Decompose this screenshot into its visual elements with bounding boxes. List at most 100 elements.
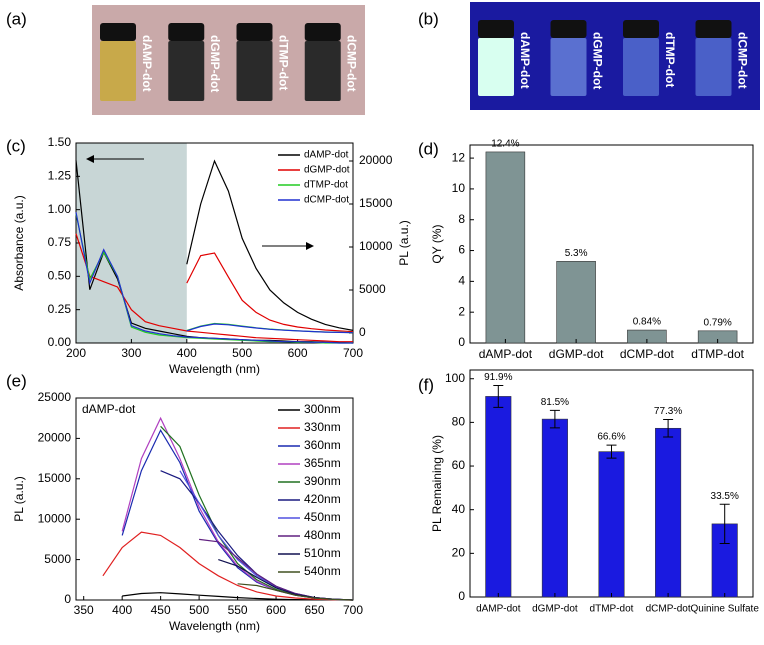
x-tick-label: 500 (232, 346, 252, 360)
vial-label: dGMP-dot (208, 35, 222, 92)
x-tick-label: 450 (151, 603, 171, 617)
vial (100, 41, 136, 101)
annotation: dAMP-dot (82, 402, 136, 416)
x-tick-label: 500 (189, 603, 209, 617)
vial (168, 41, 205, 101)
legend-label: 510nm (304, 546, 341, 560)
vial-cap (550, 20, 587, 38)
legend-label: dGMP-dot (304, 165, 350, 176)
y-tick-label: 0.75 (48, 235, 72, 249)
bar (655, 427, 682, 598)
vial (695, 38, 732, 96)
y-axis-title: PL Remaining (%) (430, 435, 444, 532)
x-axis-title: Wavelength (nm) (169, 619, 260, 633)
y2-axis-title: PL (a.u.) (397, 220, 411, 266)
value-label: 91.9% (484, 372, 512, 383)
y-tick-label: 15000 (38, 471, 72, 485)
y-tick-label: 1.00 (48, 202, 72, 216)
vial-cap (623, 20, 659, 38)
series-line (237, 583, 354, 601)
x-tick-label: dCMP-dot (646, 604, 691, 615)
x-axis-title: Wavelength (nm) (169, 362, 260, 376)
x-tick-label: Quinine Sulfate (691, 604, 760, 615)
x-tick-label: dAMP-dot (476, 604, 521, 615)
value-label: 0.84% (633, 317, 661, 328)
vial-cap (478, 20, 514, 38)
legend-label: dTMP-dot (304, 180, 348, 191)
shaded-region (76, 143, 187, 343)
y-tick-label: 25000 (38, 390, 72, 404)
x-tick-label: dAMP-dot (479, 347, 533, 361)
error-bar (663, 419, 674, 438)
x-tick-label: 700 (343, 346, 363, 360)
vial-cap (304, 23, 341, 41)
y-tick-label: 60 (452, 458, 466, 472)
value-label: 33.5% (711, 491, 739, 502)
vial-label: dAMP-dot (518, 32, 532, 89)
plot-frame (469, 144, 754, 344)
bar (485, 151, 526, 344)
panel-label: (a) (6, 9, 27, 28)
bar (598, 451, 625, 598)
panel-label: (c) (6, 136, 26, 155)
legend-label: 540nm (304, 564, 341, 578)
y-axis-title: PL (a.u.) (12, 476, 26, 522)
vial-cap (168, 23, 205, 41)
y-tick-label: 0.25 (48, 302, 72, 316)
x-tick-label: 300 (121, 346, 141, 360)
vial-label: dAMP-dot (140, 35, 154, 92)
x-tick-label: 600 (266, 603, 286, 617)
x-tick-label: dCMP-dot (620, 347, 675, 361)
y-tick-label: 40 (452, 502, 466, 516)
value-label: 77.3% (654, 406, 682, 417)
vial (236, 41, 273, 101)
value-label: 81.5% (541, 397, 569, 408)
y-tick-label: 5000 (44, 552, 71, 566)
x-tick-label: dTMP-dot (691, 347, 744, 361)
y-tick-label: 10000 (38, 511, 72, 525)
error-bar (493, 384, 504, 408)
panel-label: (e) (6, 371, 27, 390)
vial-label: dCMP-dot (735, 32, 749, 89)
vial-label: dCMP-dot (345, 35, 359, 92)
y-tick-label: 20000 (38, 431, 72, 445)
y-tick-label: 4 (458, 274, 465, 288)
y-tick-label: 0.50 (48, 269, 72, 283)
error-bar (549, 409, 560, 429)
y-tick-label: 2 (458, 304, 465, 318)
x-tick-label: 550 (228, 603, 248, 617)
x-tick-label: dTMP-dot (590, 604, 634, 615)
y-tick-label: 1.25 (48, 169, 72, 183)
legend-label: 300nm (304, 402, 341, 416)
arrow-head (306, 242, 314, 250)
legend-label: 450nm (304, 510, 341, 524)
value-label: 66.6% (597, 432, 625, 443)
y-tick-label: 0 (359, 325, 366, 339)
y-tick-label: 8 (458, 212, 465, 226)
vial-cap (236, 23, 273, 41)
y-tick-label: 15000 (359, 196, 393, 210)
panel-label: (d) (418, 139, 439, 158)
vial-label: dTMP-dot (276, 35, 290, 90)
bar (541, 418, 568, 598)
x-tick-label: 400 (112, 603, 132, 617)
arrow-head (86, 155, 94, 163)
panel-label: (f) (418, 375, 434, 394)
x-tick-label: 400 (177, 346, 197, 360)
legend-label: 360nm (304, 438, 341, 452)
plot-frame (75, 397, 354, 601)
x-tick-label: dGMP-dot (532, 604, 578, 615)
y-tick-label: 20 (452, 546, 466, 560)
vial-cap (695, 20, 732, 38)
y-axis-title: QY (%) (430, 224, 444, 263)
x-tick-label: dGMP-dot (549, 347, 604, 361)
legend-label: dAMP-dot (304, 150, 349, 161)
value-label: 5.3% (565, 248, 588, 259)
value-label: 12.4% (491, 139, 519, 150)
legend-label: 480nm (304, 528, 341, 542)
value-label: 0.79% (703, 317, 731, 328)
vial-label: dTMP-dot (663, 32, 677, 87)
y-tick-label: 20000 (359, 153, 393, 167)
x-tick-label: 350 (74, 603, 94, 617)
error-bar (606, 444, 617, 459)
